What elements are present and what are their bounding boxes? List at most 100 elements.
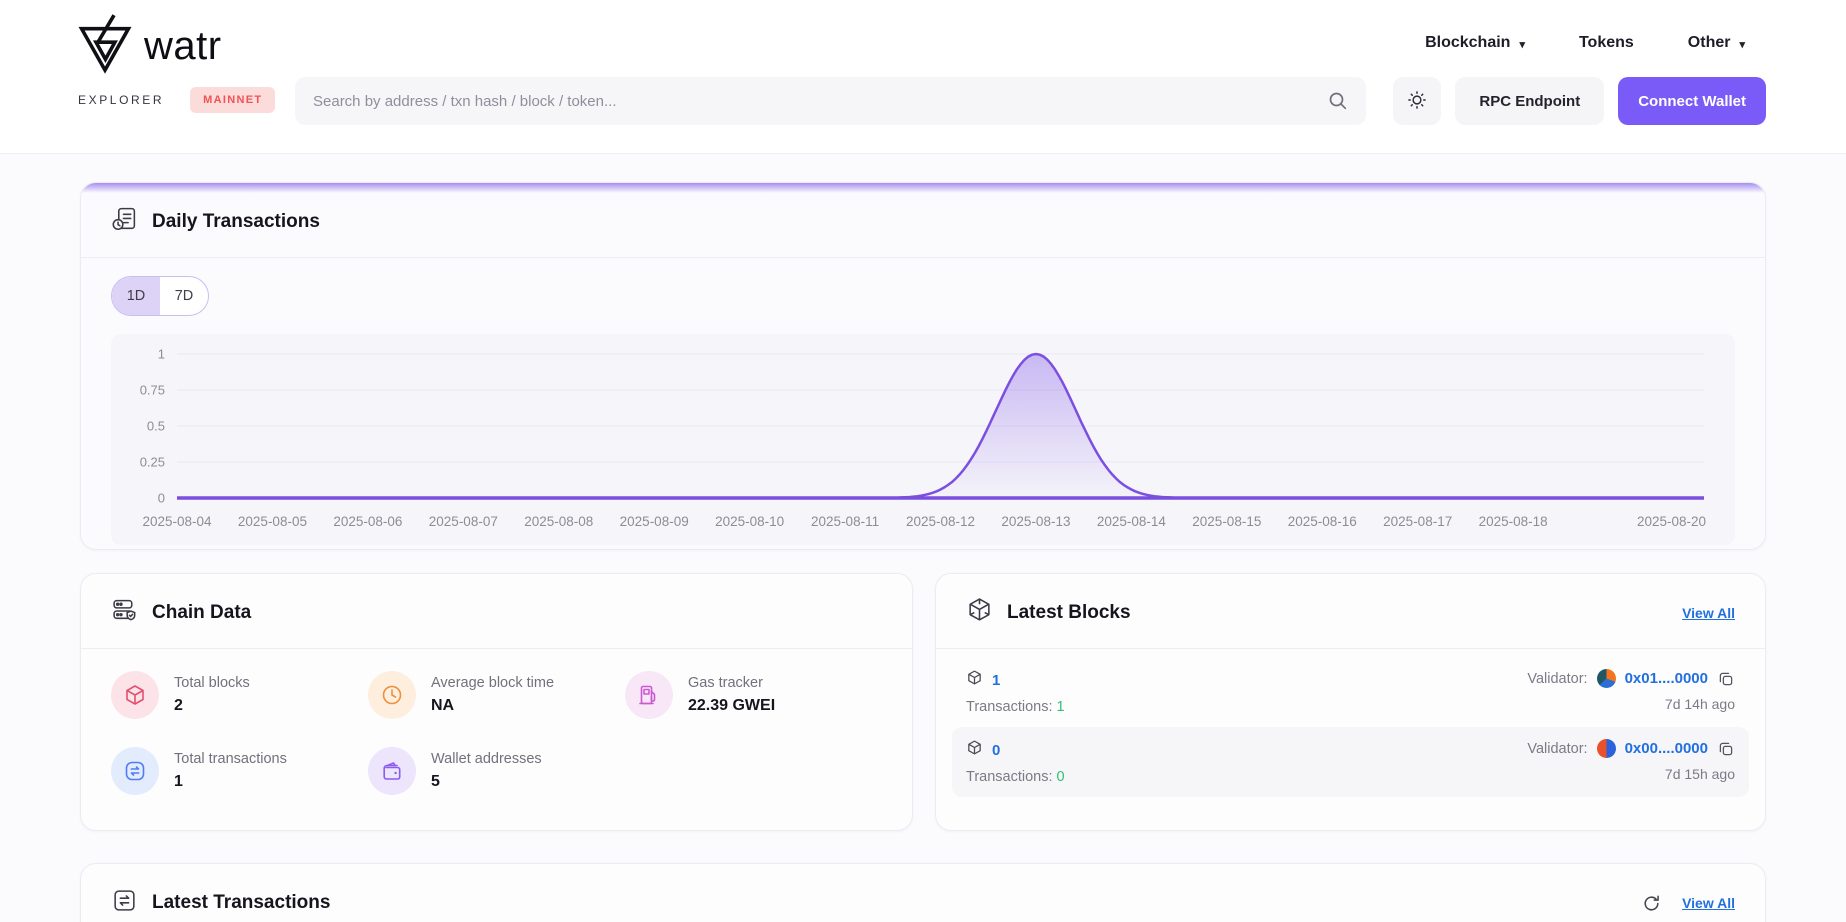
stat-value: 2 [174,697,250,715]
stat-average-block-time: Average block time NA [368,671,625,719]
nav-item-blockchain[interactable]: Blockchain ▾ [1425,34,1525,52]
range-option-1d[interactable]: 1D [112,277,160,315]
validator-avatar [1597,669,1616,688]
svg-text:0.75: 0.75 [140,383,165,398]
svg-text:2025-08-18: 2025-08-18 [1479,514,1548,529]
transactions-count: 1 [1057,699,1065,715]
block-number-link[interactable]: 1 [992,672,1000,689]
theme-toggle-button[interactable] [1393,77,1441,125]
mainnet-badge: MAINNET [190,87,275,113]
svg-text:2025-08-12: 2025-08-12 [906,514,975,529]
main-nav: Blockchain ▾ Tokens Other ▾ [1425,34,1745,52]
svg-text:2025-08-08: 2025-08-08 [524,514,593,529]
swap-icon [111,747,159,795]
latest-transactions-card: Latest Transactions View All [80,863,1766,922]
stat-label: Average block time [431,675,554,691]
validator-label: Validator: [1527,741,1587,757]
cube-icon [966,739,983,761]
validator-address-link[interactable]: 0x00....0000 [1625,740,1708,757]
nav-label: Blockchain [1425,34,1510,52]
wallet-icon [368,747,416,795]
sun-icon [1406,89,1428,114]
stat-label: Wallet addresses [431,751,542,767]
transactions-count: 0 [1057,769,1065,785]
watr-logo-icon [78,14,132,79]
stat-total-transactions: Total transactions 1 [111,747,368,795]
svg-text:0.25: 0.25 [140,455,165,470]
connect-wallet-button[interactable]: Connect Wallet [1618,77,1766,125]
chevron-down-icon: ▾ [1519,38,1525,51]
validator-address-link[interactable]: 0x01....0000 [1625,670,1708,687]
copy-icon[interactable] [1717,670,1735,688]
view-all-blocks-link[interactable]: View All [1682,605,1735,621]
transactions-icon [111,887,138,919]
block-row: 1 Transactions: 1 Validator: 0x01....000… [952,657,1749,727]
daily-transactions-title: Daily Transactions [152,211,320,233]
search-bar [295,77,1366,125]
svg-text:2025-08-07: 2025-08-07 [429,514,498,529]
svg-text:1: 1 [158,347,165,362]
stat-label: Total blocks [174,675,250,691]
svg-text:2025-08-16: 2025-08-16 [1288,514,1357,529]
svg-text:2025-08-13: 2025-08-13 [1001,514,1070,529]
block-number-link[interactable]: 0 [992,742,1000,759]
nav-item-tokens[interactable]: Tokens [1579,34,1634,52]
svg-text:2025-08-06: 2025-08-06 [333,514,402,529]
rpc-endpoint-button[interactable]: RPC Endpoint [1455,77,1604,125]
stat-wallet-addresses: Wallet addresses 5 [368,747,625,795]
brand-name: watr [144,24,222,69]
transactions-label: Transactions: [966,699,1053,715]
stat-total-blocks: Total blocks 2 [111,671,368,719]
search-icon[interactable] [1326,89,1350,118]
chevron-down-icon: ▾ [1739,38,1745,51]
block-cube-icon [966,597,993,629]
transactions-label: Transactions: [966,769,1053,785]
latest-blocks-card: Latest Blocks View All 1 [935,573,1766,831]
svg-text:2025-08-05: 2025-08-05 [238,514,307,529]
header: watr EXPLORER MAINNET Blockchain ▾ Token… [0,0,1846,154]
search-input[interactable] [313,93,1312,110]
view-all-transactions-link[interactable]: View All [1682,895,1735,911]
nav-item-other[interactable]: Other ▾ [1688,34,1745,52]
stat-value: 22.39 GWEI [688,697,775,715]
stat-value: NA [431,697,554,715]
svg-text:0.5: 0.5 [147,419,165,434]
daily-transactions-card: Daily Transactions 1D 7D 0 0.25 0.5 0.75 1 20… [80,182,1766,550]
svg-text:2025-08-04: 2025-08-04 [142,514,212,529]
svg-text:2025-08-09: 2025-08-09 [620,514,689,529]
latest-transactions-title: Latest Transactions [152,892,330,914]
stat-value: 1 [174,773,287,791]
block-age: 7d 14h ago [1527,696,1735,712]
daily-transactions-chart: 0 0.25 0.5 0.75 1 2025-08-04 2025-08-05 2025-08… [111,334,1735,545]
svg-text:2025-08-10: 2025-08-10 [715,514,784,529]
explorer-label: EXPLORER [78,93,164,107]
gas-pump-icon [625,671,673,719]
svg-text:2025-08-15: 2025-08-15 [1192,514,1261,529]
clock-icon [368,671,416,719]
svg-text:2025-08-17: 2025-08-17 [1383,514,1452,529]
stat-value: 5 [431,773,542,791]
chain-data-title: Chain Data [152,602,251,624]
cube-icon [966,669,983,691]
svg-text:2025-08-20: 2025-08-20 [1637,514,1706,529]
block-age: 7d 15h ago [1527,766,1735,782]
svg-text:2025-08-11: 2025-08-11 [811,514,879,529]
nav-label: Other [1688,34,1731,52]
stat-gas-tracker: Gas tracker 22.39 GWEI [625,671,882,719]
chain-data-icon [111,597,138,629]
blocks-list: 1 Transactions: 1 Validator: 0x01....000… [936,649,1765,805]
range-toggle: 1D 7D [111,276,209,316]
copy-icon[interactable] [1717,740,1735,758]
refresh-icon[interactable] [1641,893,1662,914]
validator-label: Validator: [1527,671,1587,687]
svg-text:2025-08-14: 2025-08-14 [1097,514,1167,529]
range-option-7d[interactable]: 7D [160,277,208,315]
cube-icon [111,671,159,719]
nav-label: Tokens [1579,34,1634,52]
chain-data-card: Chain Data Total blocks 2 [80,573,913,831]
svg-text:0: 0 [158,491,165,506]
daily-transactions-icon [111,206,138,238]
logo[interactable]: watr EXPLORER MAINNET [78,14,275,113]
validator-avatar [1597,739,1616,758]
stat-label: Gas tracker [688,675,775,691]
